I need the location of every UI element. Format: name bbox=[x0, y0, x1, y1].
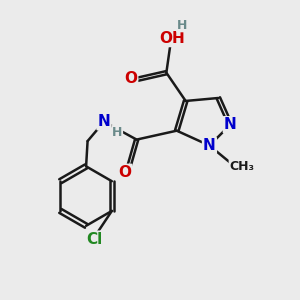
Text: H: H bbox=[177, 19, 187, 32]
Text: N: N bbox=[203, 138, 216, 153]
Text: OH: OH bbox=[159, 31, 185, 46]
Text: O: O bbox=[124, 71, 137, 86]
Text: Cl: Cl bbox=[86, 232, 102, 247]
Text: O: O bbox=[118, 165, 131, 180]
Text: N: N bbox=[98, 114, 110, 129]
Text: N: N bbox=[224, 117, 237, 132]
Text: CH₃: CH₃ bbox=[230, 160, 255, 173]
Text: H: H bbox=[112, 126, 122, 139]
